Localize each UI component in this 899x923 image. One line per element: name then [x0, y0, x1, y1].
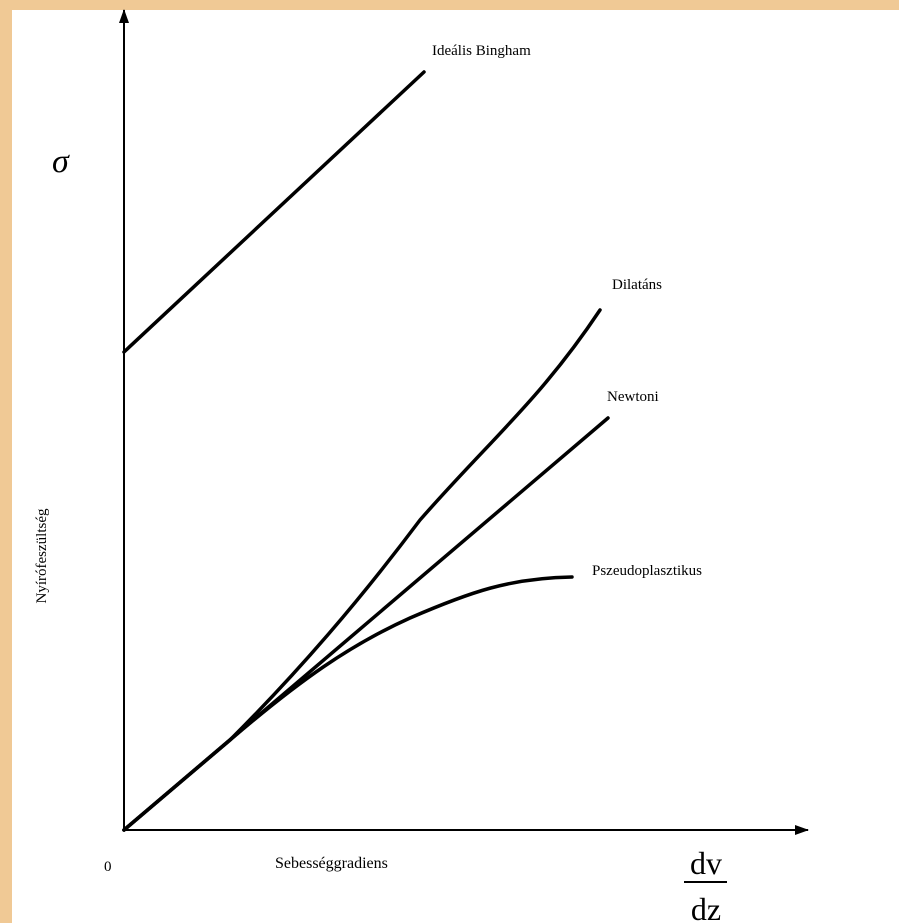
y-axis-symbol: σ [52, 143, 70, 180]
newtonian-label: Newtoni [607, 389, 659, 405]
pseudoplastic-label: Pszeudoplasztikus [592, 563, 702, 579]
fraction-denominator: dz [691, 891, 721, 923]
fraction-numerator: dv [690, 845, 722, 881]
bingham-label: Ideális Bingham [432, 43, 531, 59]
y-axis-label: Nyírófeszültség [34, 508, 50, 603]
dilatant-curve [122, 308, 602, 832]
diagram-background [12, 10, 899, 923]
bingham-line [122, 70, 426, 354]
dilatant-label: Dilatáns [612, 277, 662, 293]
x-axis-fraction: dv dz [684, 845, 727, 923]
pseudoplastic-curve [122, 575, 574, 832]
origin-label: 0 [104, 859, 112, 875]
x-axis-label: Sebességgradiens [275, 855, 388, 872]
